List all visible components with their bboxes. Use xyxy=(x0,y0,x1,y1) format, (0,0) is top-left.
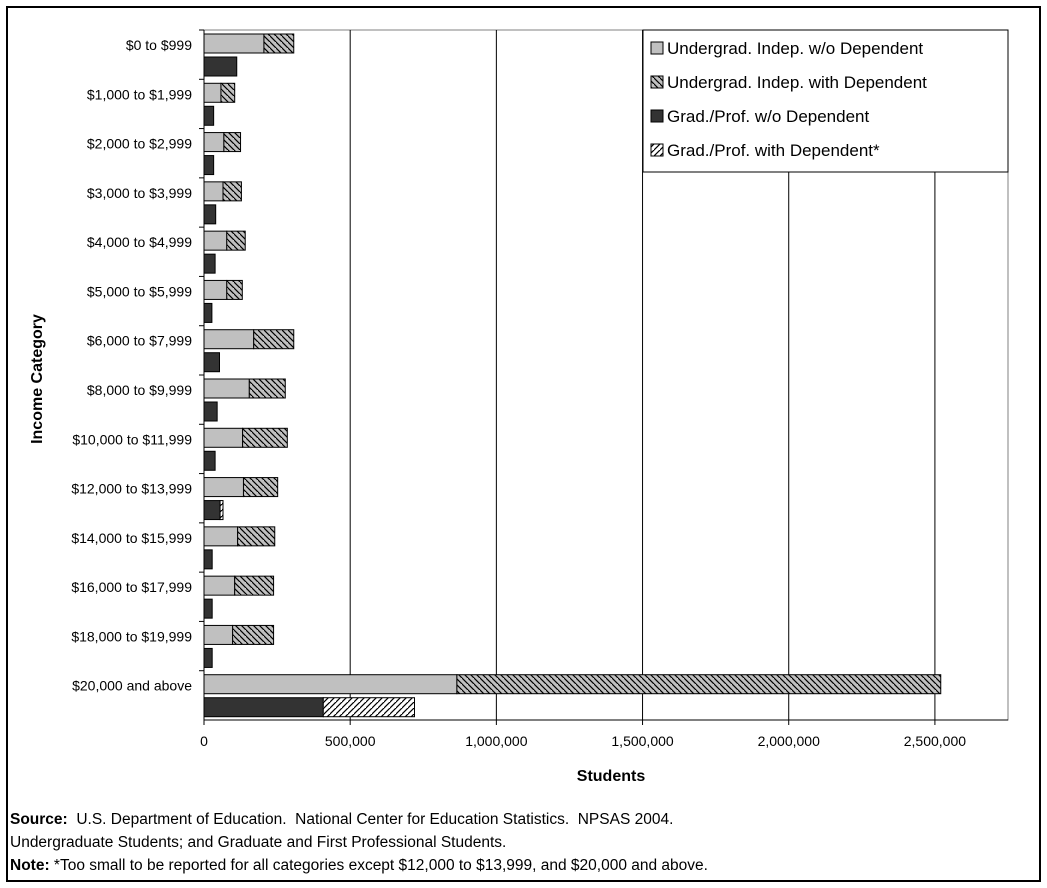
y-tick-label: $6,000 to $7,999 xyxy=(87,333,192,349)
y-tick-label: $4,000 to $4,999 xyxy=(87,234,192,250)
note-text: *Too small to be reported for all catego… xyxy=(49,857,708,874)
bar-segment xyxy=(203,230,228,251)
bar-segment xyxy=(203,329,255,350)
legend-box xyxy=(642,29,1009,173)
bar-segment xyxy=(237,526,276,547)
bar-segment xyxy=(322,697,416,718)
source-label: Source: xyxy=(10,811,68,828)
bar-segment xyxy=(203,33,265,54)
bar-segment xyxy=(203,697,324,718)
source-line-1: Source: U.S. Department of Education. Na… xyxy=(10,808,708,831)
bar-segment xyxy=(203,598,213,619)
bar-segment xyxy=(203,575,236,596)
bar-segment xyxy=(226,230,246,251)
bar-segment xyxy=(222,181,242,202)
bar-segment xyxy=(203,647,213,668)
chart-notes: Source: U.S. Department of Education. Na… xyxy=(10,808,708,877)
x-tick-label: 1,500,000 xyxy=(611,733,673,749)
bar-segment xyxy=(456,674,942,695)
source-line-2: Undergraduate Students; and Graduate and… xyxy=(10,834,507,851)
x-tick-label: 0 xyxy=(200,733,208,749)
legend-label: Grad./Prof. with Dependent* xyxy=(667,141,880,160)
bar-segment xyxy=(248,378,286,399)
legend-label: Undergrad. Indep. w/o Dependent xyxy=(667,39,923,58)
legend-label: Undergrad. Indep. with Dependent xyxy=(667,73,927,92)
y-tick-label: $16,000 to $17,999 xyxy=(71,579,192,595)
y-tick-label: $8,000 to $9,999 xyxy=(87,382,192,398)
x-tick-label: 2,000,000 xyxy=(758,733,820,749)
bar-segment xyxy=(242,477,279,498)
bar-segment xyxy=(234,575,275,596)
y-tick-label: $18,000 to $19,999 xyxy=(71,628,192,644)
chart-frame xyxy=(6,6,1041,882)
bar-segment xyxy=(203,82,222,103)
bar-segment xyxy=(203,526,239,547)
bar-segment xyxy=(203,132,225,153)
x-tick-label: 500,000 xyxy=(325,733,376,749)
bar-segment xyxy=(203,674,458,695)
bar-segment xyxy=(203,181,224,202)
bar-segment xyxy=(203,204,217,225)
bar-segment xyxy=(263,33,295,54)
chart: 0 500,000 1,000,000 1,500,000 2,000,000 2,500… xyxy=(29,29,1009,785)
bar-segment xyxy=(203,302,213,323)
bar-segment xyxy=(203,253,216,274)
bar-segment xyxy=(203,450,216,471)
axes: 0 500,000 1,000,000 1,500,000 2,000,000 2,500… xyxy=(29,29,1008,785)
source-text: U.S. Department of Education. National C… xyxy=(67,811,674,828)
legend-label: Grad./Prof. w/o Dependent xyxy=(667,107,870,126)
bar-segment xyxy=(226,279,243,300)
y-tick-label: $1,000 to $1,999 xyxy=(87,86,192,102)
bar-segment xyxy=(203,477,244,498)
y-tick-label: $14,000 to $15,999 xyxy=(71,530,192,546)
bar-segment xyxy=(203,401,218,422)
bar-segment xyxy=(242,427,288,448)
x-tick-label: 1,000,000 xyxy=(465,733,527,749)
bar-segment xyxy=(203,56,238,77)
bars xyxy=(203,33,942,718)
note-label: Note: xyxy=(10,857,50,874)
note-line: Note: *Too small to be reported for all … xyxy=(10,854,708,877)
bar-segment xyxy=(203,624,234,645)
y-tick-label: $20,000 and above xyxy=(72,678,192,694)
bar-segment xyxy=(219,500,224,521)
bar-segment xyxy=(203,105,215,126)
bar-segment xyxy=(232,624,275,645)
legend-swatch xyxy=(650,143,664,157)
y-axis-title: Income Category xyxy=(29,314,46,444)
bar-segment xyxy=(220,82,236,103)
x-axis-title: Students xyxy=(577,768,646,785)
bar-segment xyxy=(203,279,228,300)
bar-segment xyxy=(203,500,221,521)
y-tick-label: $0 to $999 xyxy=(126,37,192,53)
bar-segment xyxy=(203,378,250,399)
y-tick-label: $3,000 to $3,999 xyxy=(87,185,192,201)
bar-segment xyxy=(223,132,242,153)
y-tick-label: $10,000 to $11,999 xyxy=(72,431,192,447)
y-tick-label: $5,000 to $5,999 xyxy=(87,283,192,299)
bar-segment xyxy=(253,329,295,350)
legend-swatch xyxy=(650,109,664,123)
legend-swatch xyxy=(650,75,664,89)
bar-segment xyxy=(203,427,244,448)
y-tick-label: $2,000 to $2,999 xyxy=(87,136,192,152)
x-tick-label: 2,500,000 xyxy=(904,733,966,749)
legend: Undergrad. Indep. w/o Dependent Undergrad… xyxy=(642,29,1009,173)
bar-segment xyxy=(203,549,213,570)
bar-segment xyxy=(203,352,220,373)
legend-swatch xyxy=(650,41,664,55)
y-tick-label: $12,000 to $13,999 xyxy=(71,481,192,497)
bar-segment xyxy=(203,155,215,176)
